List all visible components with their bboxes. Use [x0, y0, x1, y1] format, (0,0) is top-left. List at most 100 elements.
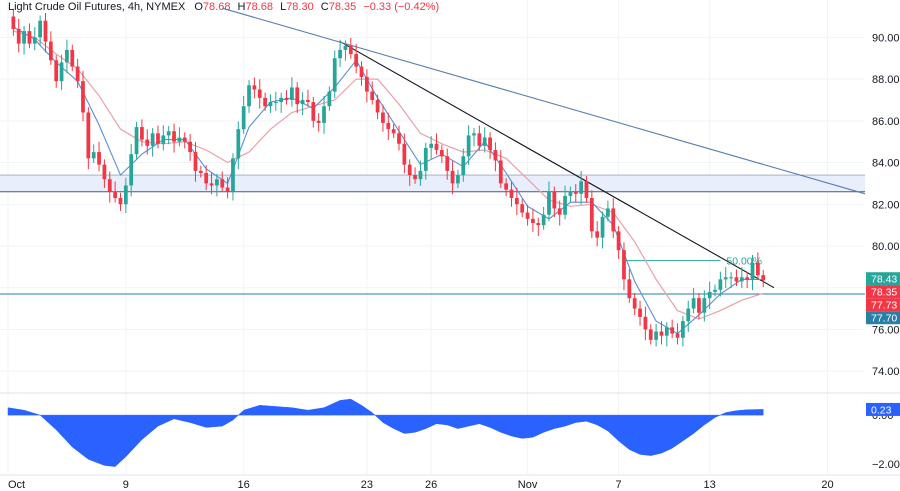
candle — [718, 271, 723, 297]
candle — [423, 142, 428, 180]
candle — [150, 128, 155, 157]
candle-body — [27, 31, 32, 44]
candle-body — [606, 208, 610, 217]
candle — [589, 190, 594, 239]
candle-body — [472, 133, 476, 136]
candle-body — [439, 150, 444, 157]
drawing-layer: 50.00% — [0, 7, 866, 295]
candle — [316, 113, 321, 132]
candle — [145, 129, 150, 155]
candle-body — [729, 277, 733, 279]
candle-body — [664, 327, 669, 336]
candle-body — [488, 137, 492, 151]
open-label: O — [194, 1, 203, 13]
candle — [643, 306, 648, 341]
candle — [407, 159, 412, 186]
candle-body — [445, 156, 450, 171]
candle-body — [172, 131, 176, 142]
candle — [579, 171, 583, 205]
candle — [11, 8, 16, 36]
candle — [498, 150, 503, 188]
candle — [16, 18, 21, 53]
candle-body — [638, 308, 642, 317]
candle-body — [461, 156, 466, 176]
candle-body — [681, 321, 685, 338]
osc-tick-label: −2.00 — [872, 459, 900, 471]
y-tick-label: 90.00 — [872, 32, 900, 44]
candle-body — [536, 223, 541, 226]
candle — [364, 69, 369, 103]
candle-body — [541, 214, 546, 226]
candle — [686, 300, 691, 332]
candle — [702, 290, 707, 322]
candle-body — [343, 45, 348, 50]
high-label: H — [238, 1, 246, 13]
candle-body — [348, 45, 353, 55]
candle-body — [91, 152, 96, 159]
candle — [354, 43, 359, 74]
candle-body — [643, 316, 648, 330]
candle-body — [632, 298, 637, 309]
candle-body — [413, 175, 417, 180]
candle-body — [150, 133, 155, 146]
candle — [107, 171, 112, 203]
candle-body — [118, 198, 123, 205]
candle-body — [48, 41, 53, 61]
candle-body — [477, 133, 482, 146]
candle — [129, 143, 134, 197]
candle-body — [616, 231, 621, 251]
candle-body — [59, 62, 64, 82]
candle — [611, 198, 616, 239]
candle — [263, 92, 267, 111]
x-tick-label: Nov — [518, 479, 538, 491]
candle — [413, 167, 417, 184]
y-tick-label: 86.00 — [872, 116, 900, 128]
candle-body — [188, 141, 192, 153]
candle-body — [311, 102, 316, 121]
candle-body — [707, 291, 712, 299]
grid — [0, 0, 900, 476]
candle-body — [11, 16, 16, 30]
candle — [536, 217, 541, 236]
candle-body — [257, 89, 262, 98]
candle-body — [627, 279, 632, 299]
candle — [38, 15, 43, 47]
candle — [54, 55, 59, 88]
candle-body — [745, 277, 750, 280]
candle — [750, 254, 755, 291]
candle-body — [595, 231, 600, 238]
candle-body — [182, 137, 187, 142]
candle — [386, 112, 391, 141]
candle-body — [32, 37, 37, 44]
candle-body — [713, 289, 717, 292]
candle — [477, 125, 482, 151]
candle — [456, 169, 460, 188]
candle-body — [718, 279, 723, 290]
y-tick-label: 84.00 — [872, 158, 900, 170]
candle — [381, 104, 385, 132]
candle — [547, 181, 551, 222]
candle — [295, 82, 300, 113]
x-tick-label: 13 — [704, 479, 716, 491]
candle — [707, 281, 712, 309]
candle — [756, 252, 760, 280]
candle-body — [161, 135, 166, 144]
candle-body — [675, 333, 680, 338]
candle-body — [338, 49, 342, 59]
candle — [563, 185, 567, 220]
candle — [664, 322, 669, 347]
candle — [43, 12, 48, 53]
price-badge-bg — [866, 272, 900, 286]
candle-body — [236, 129, 241, 159]
candle — [375, 94, 380, 120]
candle — [123, 177, 128, 214]
candle-body — [514, 198, 519, 205]
candle — [573, 184, 578, 203]
candle-body — [466, 135, 471, 157]
candle — [284, 90, 289, 105]
x-tick-label: Oct — [8, 479, 25, 491]
candle — [134, 121, 139, 159]
candle — [713, 284, 717, 297]
